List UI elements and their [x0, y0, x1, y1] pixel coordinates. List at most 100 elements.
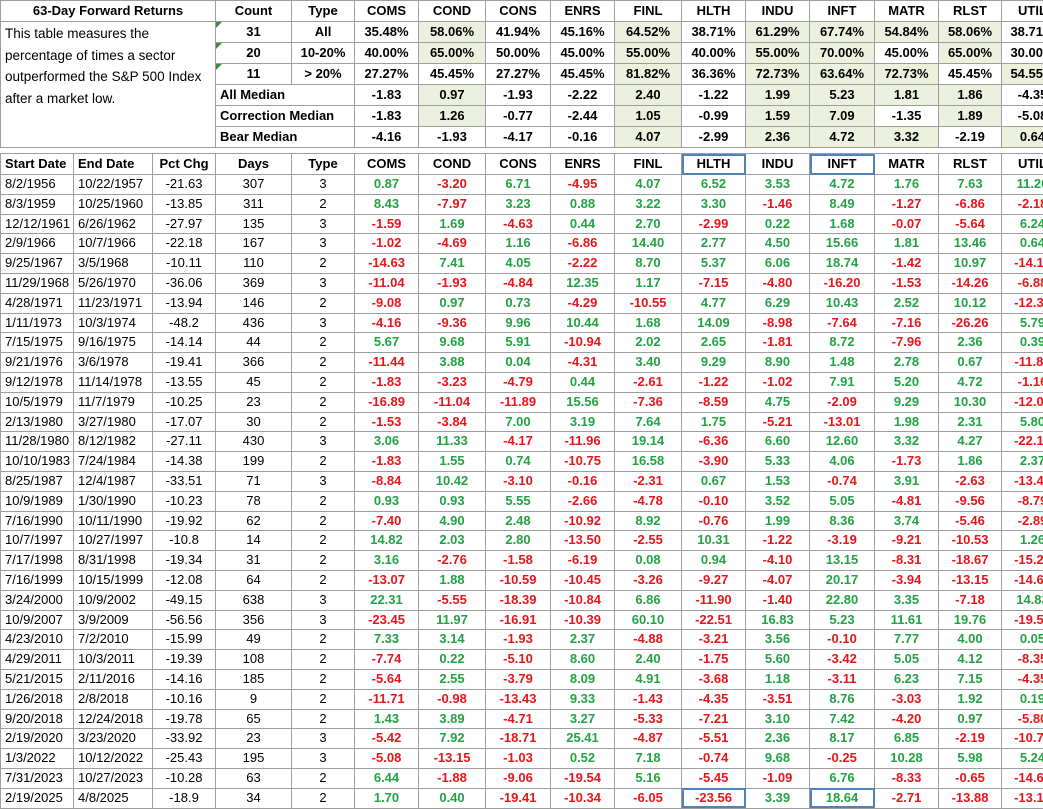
start-date-cell: 3/24/2000: [1, 590, 74, 610]
sector-return-cell: -0.74: [682, 749, 746, 769]
sector-return-cell: 22.31: [355, 590, 419, 610]
sector-return-cell: 16.83: [746, 610, 810, 630]
summary-header-cell: MATR: [875, 1, 939, 22]
sector-return-cell: 0.93: [355, 491, 419, 511]
type-cell: 2: [292, 630, 355, 650]
sector-return-cell: 8.09: [551, 669, 615, 689]
sector-return-cell: 3.35: [875, 590, 939, 610]
summary-value-cell: 45.45%: [551, 64, 615, 85]
sector-return-cell: 4.07: [615, 175, 682, 195]
sector-return-cell: -4.87: [615, 729, 682, 749]
sector-return-cell: 3.74: [875, 511, 939, 531]
pct-chg-cell: -21.63: [153, 175, 216, 195]
days-cell: 31: [216, 551, 292, 571]
sector-return-cell: -13.15: [939, 570, 1002, 590]
sector-return-cell: 0.52: [551, 749, 615, 769]
sector-return-cell: -6.88: [1002, 273, 1043, 293]
sector-return-cell: -14.26: [939, 273, 1002, 293]
start-date-cell: 2/13/1980: [1, 412, 74, 432]
sector-return-cell: -0.25: [810, 749, 875, 769]
summary-value-cell: 70.00%: [810, 43, 875, 64]
pct-chg-cell: -19.78: [153, 709, 216, 729]
days-cell: 195: [216, 749, 292, 769]
sector-return-cell: -1.53: [875, 273, 939, 293]
sector-return-cell: 1.68: [810, 214, 875, 234]
sector-return-cell: 10.31: [682, 531, 746, 551]
pct-chg-cell: -10.11: [153, 254, 216, 274]
sector-return-cell: 0.74: [486, 452, 551, 472]
days-cell: 110: [216, 254, 292, 274]
sector-return-cell: 0.93: [419, 491, 486, 511]
sector-return-cell: -16.89: [355, 392, 419, 412]
type-cell: 2: [292, 293, 355, 313]
sector-return-cell: 5.23: [810, 610, 875, 630]
sector-return-cell: -0.07: [875, 214, 939, 234]
type-cell: 3: [292, 273, 355, 293]
median-value-cell: 2.36: [746, 127, 810, 148]
days-cell: 167: [216, 234, 292, 254]
summary-value-cell: 45.16%: [551, 22, 615, 43]
sector-return-cell: 6.23: [875, 669, 939, 689]
start-date-cell: 1/11/1973: [1, 313, 74, 333]
start-date-cell: 8/3/1959: [1, 194, 74, 214]
sector-return-cell: 6.06: [746, 254, 810, 274]
end-date-cell: 2/8/2018: [74, 689, 153, 709]
days-cell: 9: [216, 689, 292, 709]
sector-return-cell: 0.08: [615, 551, 682, 571]
sector-return-cell: 8.90: [746, 353, 810, 373]
sector-return-cell: -2.99: [682, 214, 746, 234]
type-cell: 2: [292, 372, 355, 392]
start-date-cell: 4/23/2010: [1, 630, 74, 650]
sector-return-cell: -8.35: [1002, 650, 1043, 670]
summary-header-cell: CONS: [486, 1, 551, 22]
summary-value-cell: 72.73%: [875, 64, 939, 85]
type-cell: 2: [292, 650, 355, 670]
start-date-cell: 8/25/1987: [1, 471, 74, 491]
sector-return-cell: -1.27: [875, 194, 939, 214]
end-date-cell: 10/3/2011: [74, 650, 153, 670]
sector-return-cell: 0.04: [486, 353, 551, 373]
sector-return-cell: 14.40: [615, 234, 682, 254]
sector-return-cell: -7.97: [419, 194, 486, 214]
count-cell: 20: [216, 43, 292, 64]
sector-return-cell: -0.16: [551, 471, 615, 491]
summary-value-cell: 27.27%: [355, 64, 419, 85]
days-cell: 23: [216, 392, 292, 412]
median-value-cell: 4.07: [615, 127, 682, 148]
end-date-cell: 12/4/1987: [74, 471, 153, 491]
type-cell: 2: [292, 452, 355, 472]
sector-return-cell: 1.76: [875, 175, 939, 195]
sector-return-cell: -2.19: [939, 729, 1002, 749]
sector-return-cell: -10.34: [551, 788, 615, 808]
sector-return-cell: 7.15: [939, 669, 1002, 689]
sector-return-cell: 4.12: [939, 650, 1002, 670]
sector-return-cell: -1.81: [746, 333, 810, 353]
sector-return-cell: -18.67: [939, 551, 1002, 571]
sector-return-cell: 7.77: [875, 630, 939, 650]
detail-header-cell: ENRS: [551, 154, 615, 175]
sector-return-cell: -22.12: [1002, 432, 1043, 452]
sector-return-cell: 0.67: [682, 471, 746, 491]
sector-return-cell: 15.66: [810, 234, 875, 254]
sector-return-cell: 2.03: [419, 531, 486, 551]
median-value-cell: 2.40: [615, 85, 682, 106]
sector-return-cell: -4.80: [746, 273, 810, 293]
sector-return-cell: -1.93: [419, 273, 486, 293]
sector-return-cell: -11.90: [682, 590, 746, 610]
median-value-cell: 1.05: [615, 106, 682, 127]
days-cell: 49: [216, 630, 292, 650]
sector-return-cell: -14.14: [1002, 254, 1043, 274]
sector-return-cell: -1.93: [486, 630, 551, 650]
sector-return-cell: 7.18: [615, 749, 682, 769]
sector-return-cell: 4.72: [810, 175, 875, 195]
type-cell: 3: [292, 471, 355, 491]
summary-value-cell: 45.45%: [939, 64, 1002, 85]
summary-header-cell: INDU: [746, 1, 810, 22]
